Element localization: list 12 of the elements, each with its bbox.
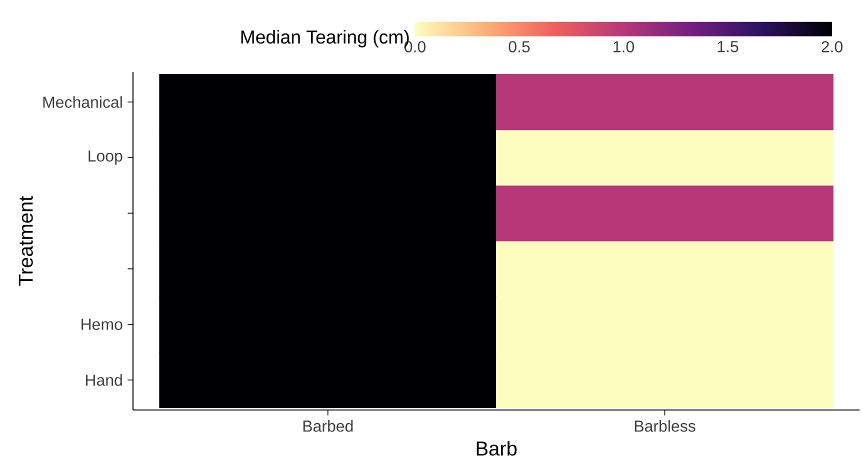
y-tick-label: Hand — [86, 374, 122, 386]
color-bar-label: 1.0 — [614, 41, 634, 52]
y-axis-title: Treatment — [18, 196, 33, 286]
x-axis-title: Barb — [476, 440, 517, 456]
color-bar-label: 0.5 — [508, 41, 530, 52]
color-bar-label: 2.0 — [822, 41, 843, 52]
color-bar-label: 1.5 — [718, 41, 738, 52]
y-tick-label: Hemo — [82, 318, 122, 330]
y-tick-label: Loop — [88, 150, 122, 165]
y-tick-label: Mechanical — [43, 96, 122, 108]
x-tick-label: Barbed — [303, 420, 353, 432]
x-tick-label: Barbless — [634, 420, 696, 432]
